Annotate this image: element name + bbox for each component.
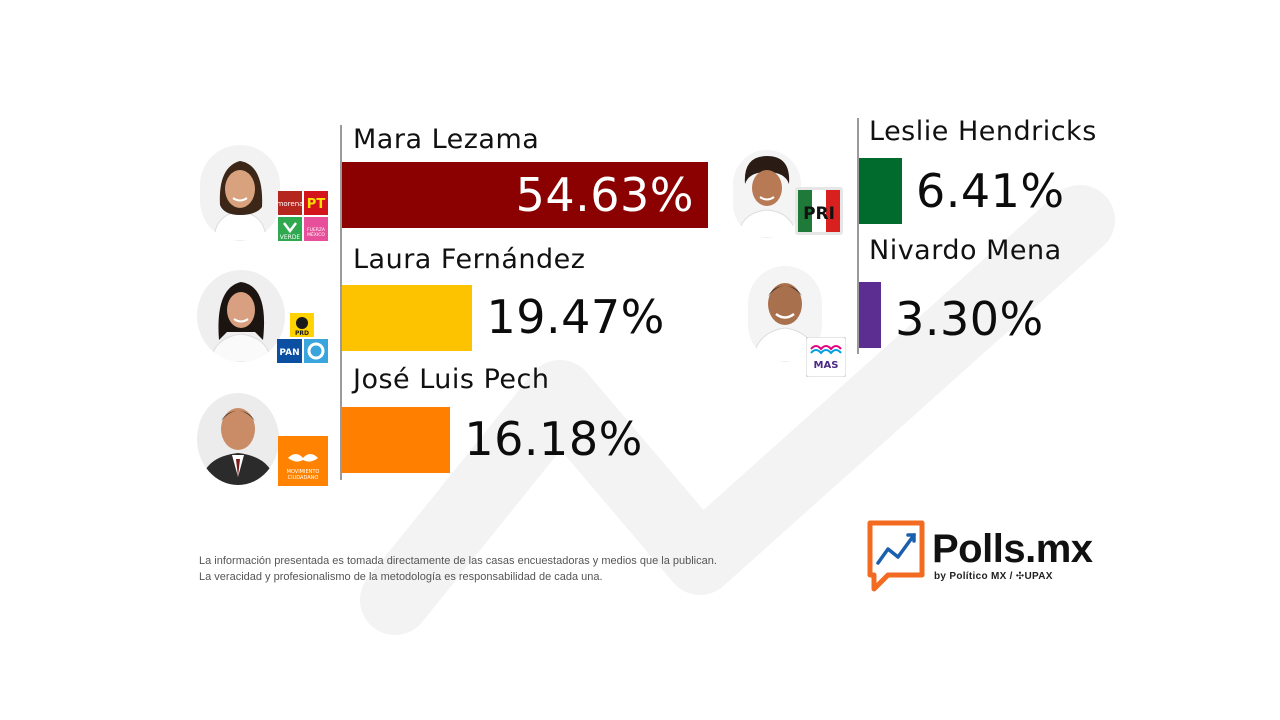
party-logos-prd-pan-confianza: PRD PAN	[277, 313, 328, 363]
candidate-name: Mara Lezama	[353, 124, 540, 155]
vote-share-label: 19.47%	[486, 290, 665, 344]
poll-chart-icon	[867, 520, 925, 592]
candidate-photo-leslie-hendricks	[733, 150, 801, 238]
candidate-name: Nivardo Mena	[869, 235, 1062, 266]
party-logo-mas: MAS	[806, 337, 846, 377]
vote-share-label: 16.18%	[464, 412, 643, 466]
svg-text:PRD: PRD	[295, 330, 309, 337]
right-chart-axis	[857, 118, 859, 354]
vote-share-bar	[342, 162, 708, 228]
svg-text:PT: PT	[307, 197, 326, 212]
candidate-name: José Luis Pech	[353, 364, 550, 395]
svg-text:PRI: PRI	[803, 204, 835, 224]
vote-share-label: 3.30%	[895, 292, 1044, 346]
svg-text:PAN: PAN	[279, 348, 299, 358]
brand-byline: by Político MX / ✣UPAX	[934, 571, 1053, 582]
svg-text:VERDE: VERDE	[280, 234, 301, 241]
svg-text:MOVIMIENTO: MOVIMIENTO	[287, 469, 320, 475]
brand-title: Polls.mx	[932, 527, 1093, 571]
party-logo-pri: PRI	[795, 187, 843, 235]
disclaimer-line-1: La información presentada es tomada dire…	[199, 555, 717, 567]
svg-text:FUERZA: FUERZA	[307, 227, 326, 233]
vote-share-label: 54.63%	[515, 168, 694, 222]
candidate-name: Leslie Hendricks	[869, 116, 1097, 147]
svg-text:CIUDADANO: CIUDADANO	[288, 475, 319, 481]
polls-mx-logo: Polls.mx by Político MX / ✣UPAX	[866, 519, 1106, 594]
vote-share-bar	[342, 407, 451, 473]
candidate-photo-nivardo-mena	[748, 266, 822, 362]
svg-text:morena: morena	[278, 200, 303, 208]
candidate-name: Laura Fernández	[353, 244, 586, 275]
disclaimer-line-2: La veracidad y profesionalismo de la met…	[199, 571, 603, 583]
vote-share-label: 6.41%	[915, 164, 1065, 218]
candidate-photo-mara-lezama	[200, 145, 280, 241]
svg-text:MAS: MAS	[814, 360, 839, 371]
svg-text:MÉXICO: MÉXICO	[307, 230, 325, 238]
candidate-photo-jose-luis-pech	[197, 393, 279, 485]
left-chart-axis	[340, 125, 342, 480]
vote-share-bar	[859, 158, 902, 224]
party-logos-morena-pt-verde-fxm: morena PT VERDE FUERZA MÉXICO	[278, 191, 328, 241]
candidate-photo-laura-fernandez	[197, 270, 285, 362]
vote-share-bar	[342, 285, 473, 351]
party-logo-movimiento-ciudadano: MOVIMIENTO CIUDADANO	[278, 436, 328, 486]
vote-share-bar	[859, 282, 882, 348]
